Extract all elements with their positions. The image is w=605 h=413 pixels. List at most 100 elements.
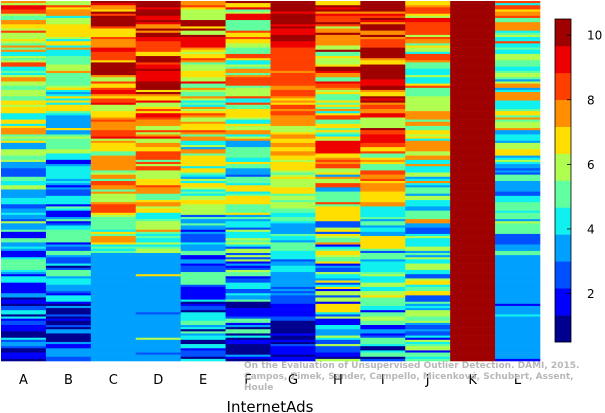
heatmap-cell [45, 70, 92, 74]
heatmap-cell [495, 200, 541, 203]
heatmap-cell [495, 77, 541, 80]
heatmap-cell [135, 344, 181, 347]
heatmap-cell [90, 115, 137, 118]
heatmap-cell [450, 339, 496, 343]
heatmap-cell [180, 346, 226, 349]
heatmap-cell [450, 276, 496, 279]
heatmap-cell [360, 134, 406, 137]
heatmap-cell [135, 341, 181, 345]
heatmap-cell [495, 257, 541, 260]
heatmap-cell [360, 276, 406, 279]
heatmap-cell [495, 7, 541, 10]
heatmap-cell [180, 119, 226, 123]
heatmap-cell [1, 308, 47, 311]
heatmap-cell [315, 102, 361, 106]
heatmap-cell [90, 284, 137, 288]
heatmap-cell [45, 47, 92, 51]
heatmap-cell [135, 132, 181, 135]
heatmap-cell [180, 244, 226, 247]
heatmap-cell [1, 320, 47, 324]
heatmap-cell [90, 168, 137, 171]
heatmap-cell [1, 79, 47, 82]
heatmap-cell [405, 318, 451, 322]
heatmap-cell [495, 248, 541, 252]
heatmap-cell [495, 238, 541, 241]
heatmap-cell [360, 210, 406, 214]
heatmap-cell [450, 115, 496, 118]
heatmap-cell [315, 75, 361, 78]
heatmap-cell [90, 297, 137, 300]
heatmap-cell [405, 98, 451, 101]
heatmap-cell [495, 51, 541, 55]
heatmap-cell [1, 310, 47, 313]
heatmap-cell [270, 250, 316, 254]
heatmap-cell [450, 354, 496, 358]
heatmap-cell [450, 185, 496, 188]
heatmap-cell [45, 310, 92, 313]
heatmap-cell [405, 83, 451, 87]
heatmap-cell [405, 284, 451, 288]
heatmap-cell [135, 293, 181, 296]
heatmap-cell [450, 316, 496, 319]
heatmap-cell [495, 115, 541, 118]
heatmap-cell [360, 329, 406, 332]
heatmap-cell [1, 223, 47, 226]
heatmap-cell [270, 195, 316, 199]
heatmap-cell [450, 246, 496, 250]
heatmap-cell [45, 96, 92, 99]
heatmap-cell [135, 257, 181, 260]
heatmap-cell [360, 263, 406, 267]
heatmap-cell [225, 83, 271, 87]
heatmap-cell [225, 202, 271, 205]
heatmap-cell [450, 280, 496, 283]
heatmap-cell [270, 331, 316, 334]
heatmap-cell [90, 66, 137, 70]
heatmap-cell [270, 155, 316, 159]
heatmap-cell [1, 142, 47, 146]
heatmap-cell [45, 278, 92, 281]
heatmap-cell [225, 134, 271, 137]
heatmap-cell [450, 174, 496, 178]
heatmap-cell [405, 64, 451, 67]
heatmap-cell [405, 17, 451, 21]
heatmap-cell [450, 106, 496, 110]
heatmap-cell [90, 339, 137, 343]
heatmap-cell [270, 263, 316, 267]
heatmap-cell [315, 49, 361, 53]
heatmap-cell [90, 70, 137, 74]
heatmap-cell [225, 149, 271, 152]
heatmap-cell [405, 259, 451, 262]
heatmap-cell [405, 200, 451, 203]
heatmap-cell [45, 325, 92, 328]
heatmap-cell [450, 62, 496, 65]
heatmap-cell [225, 157, 271, 161]
heatmap-cell [315, 145, 361, 148]
heatmap-cell [270, 81, 316, 84]
heatmap-cell [135, 34, 181, 38]
heatmap-cell [360, 191, 406, 195]
column-label-f: F [244, 373, 251, 388]
heatmap-cell [405, 130, 451, 133]
heatmap-cell [45, 238, 92, 241]
heatmap-cell [360, 187, 406, 190]
heatmap-cell [270, 278, 316, 281]
heatmap-cell [135, 92, 181, 95]
heatmap-cell [360, 159, 406, 163]
heatmap-cell [225, 185, 271, 188]
heatmap-cell [405, 231, 451, 235]
heatmap-cell [225, 312, 271, 315]
heatmap-cell [1, 151, 47, 154]
heatmap-cell [180, 308, 226, 311]
heatmap-cell [315, 96, 361, 99]
heatmap-cell [360, 339, 406, 343]
heatmap-cell [360, 183, 406, 186]
heatmap-cell [180, 20, 226, 23]
heatmap-cell [270, 284, 316, 288]
heatmap-cell [180, 253, 226, 256]
heatmap-cell [180, 153, 226, 156]
heatmap-cell [315, 329, 361, 332]
heatmap-cell [90, 147, 137, 150]
heatmap-cell [450, 26, 496, 29]
heatmap-cell [495, 250, 541, 254]
heatmap-cell [315, 164, 361, 167]
